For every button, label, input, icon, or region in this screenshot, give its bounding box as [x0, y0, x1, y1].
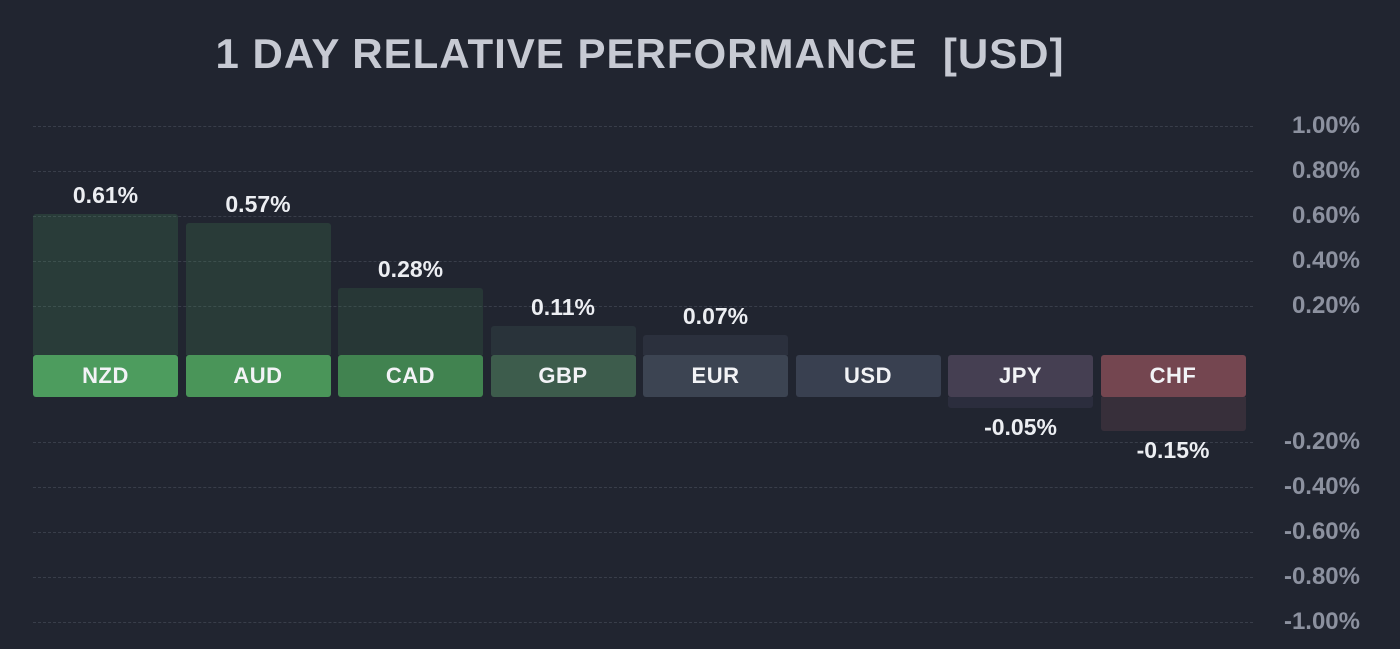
bar-label-usd: USD	[795, 355, 941, 397]
gridline	[33, 171, 1253, 172]
value-label-cad: 0.28%	[377, 256, 444, 282]
gridline	[33, 532, 1253, 533]
gridline	[33, 622, 1253, 623]
value-label-jpy: -0.05%	[984, 414, 1057, 441]
bar-cad	[338, 288, 483, 355]
bar-nzd	[33, 213, 178, 355]
bar-label-chf: CHF	[1100, 355, 1246, 397]
y-axis-tick-label: -0.40%	[1283, 473, 1360, 500]
y-axis-tick-label: 1.00%	[1291, 112, 1360, 139]
gridline	[33, 306, 1253, 307]
bar-label-eur: EUR	[643, 355, 788, 397]
gridline	[33, 487, 1253, 488]
bar-label-aud: AUD	[185, 355, 331, 397]
value-label-chf: -0.15%	[1136, 436, 1210, 463]
bar-gbp	[490, 326, 636, 355]
value-label-gbp: 0.11%	[531, 294, 595, 321]
chart-title: 1 DAY RELATIVE PERFORMANCE [USD]	[215, 30, 1065, 77]
y-axis-tick-label: -0.80%	[1283, 563, 1360, 590]
value-label-nzd: 0.61%	[72, 181, 139, 208]
y-axis-tick-label: -0.20%	[1283, 428, 1360, 455]
bar-label-jpy: JPY	[948, 355, 1093, 397]
y-axis-tick-label: 0.20%	[1291, 292, 1360, 319]
y-axis-tick-label: 0.60%	[1291, 202, 1360, 229]
gridline	[33, 126, 1253, 127]
bar-label-cad: CAD	[338, 355, 483, 397]
bar-jpy	[948, 397, 1093, 409]
bar-label-gbp: GBP	[490, 355, 636, 397]
gridline	[33, 442, 1253, 443]
y-axis-tick-label: -1.00%	[1283, 608, 1360, 635]
gridline	[33, 216, 1253, 217]
value-label-eur: 0.07%	[682, 303, 749, 330]
bar-label-nzd: NZD	[33, 355, 178, 397]
gridline	[33, 577, 1253, 578]
bar-aud	[185, 222, 331, 355]
value-label-aud: 0.57%	[225, 190, 291, 217]
y-axis-tick-label: 0.40%	[1291, 247, 1360, 274]
bar-eur	[643, 335, 788, 355]
y-axis-tick-label: -0.60%	[1283, 518, 1360, 545]
gridline	[33, 261, 1253, 262]
y-axis-tick-label: 0.80%	[1291, 157, 1360, 184]
bar-chf	[1100, 397, 1246, 431]
